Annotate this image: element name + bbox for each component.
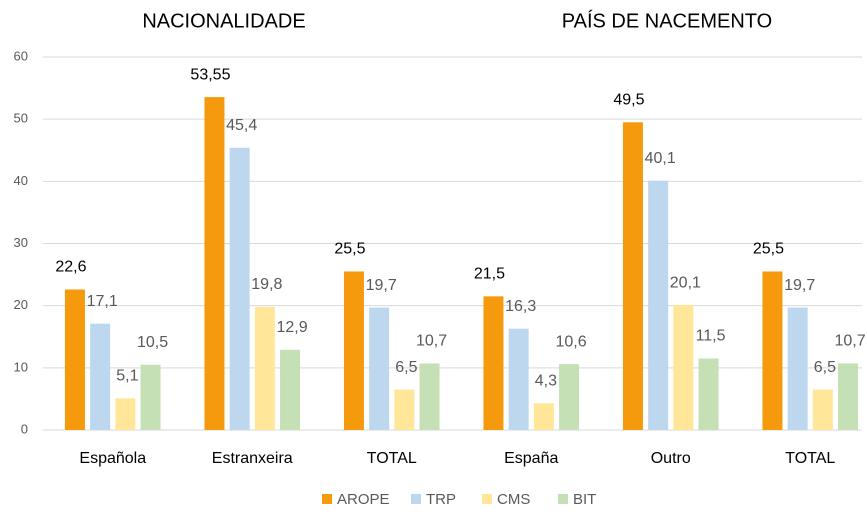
x-tick-label: Estranxeira xyxy=(212,450,293,467)
bar xyxy=(838,363,859,430)
value-label: 16,3 xyxy=(505,298,536,315)
legend-label: CMS xyxy=(497,491,530,508)
legend-swatch xyxy=(322,494,332,504)
bar xyxy=(622,122,643,431)
y-tick-label: 30 xyxy=(14,235,28,250)
y-tick-label: 40 xyxy=(14,173,28,188)
x-tick-label: TOTAL xyxy=(785,450,835,467)
value-label: 49,5 xyxy=(613,91,644,108)
bar xyxy=(343,271,364,430)
bar xyxy=(229,147,250,430)
value-label: 21,5 xyxy=(474,266,505,283)
value-label: 19,7 xyxy=(784,277,815,294)
y-tick-label: 60 xyxy=(14,48,28,63)
legend-label: BIT xyxy=(573,491,596,508)
value-label: 17,1 xyxy=(87,293,118,310)
bar xyxy=(90,323,111,430)
value-label: 10,6 xyxy=(555,333,586,350)
bar xyxy=(204,97,225,430)
legend-swatch xyxy=(411,494,421,504)
y-tick-label: 0 xyxy=(21,421,28,436)
bar xyxy=(812,389,833,430)
bar xyxy=(648,180,669,430)
y-tick-label: 50 xyxy=(14,111,28,126)
value-label: 25,5 xyxy=(334,241,365,258)
value-label: 45,4 xyxy=(226,117,257,134)
value-label: 6,5 xyxy=(814,359,836,376)
y-tick-label: 20 xyxy=(14,297,28,312)
group-header: NACIONALIDADE xyxy=(142,10,305,32)
x-tick-label: Española xyxy=(79,450,146,467)
legend-label: AROPE xyxy=(337,491,390,508)
legend-swatch xyxy=(558,494,568,504)
value-label: 19,7 xyxy=(366,277,397,294)
value-label: 25,5 xyxy=(753,241,784,258)
bar xyxy=(394,389,415,430)
bar xyxy=(254,306,275,430)
bar xyxy=(280,349,301,430)
bar xyxy=(698,358,719,430)
bar xyxy=(64,289,85,430)
legend-label: TRP xyxy=(426,491,456,508)
y-tick-label: 10 xyxy=(14,359,28,374)
bar xyxy=(483,296,504,430)
value-label: 5,1 xyxy=(116,368,138,385)
x-tick-label: España xyxy=(504,450,558,467)
value-label: 19,8 xyxy=(251,276,282,293)
bar xyxy=(787,307,808,430)
value-label: 12,9 xyxy=(276,319,307,336)
bar xyxy=(762,271,783,430)
bar xyxy=(508,328,529,430)
bar xyxy=(115,398,136,430)
bar xyxy=(419,363,440,430)
bar xyxy=(673,305,694,430)
value-label: 10,5 xyxy=(137,334,168,351)
value-label: 22,6 xyxy=(55,259,86,276)
x-tick-label: Outro xyxy=(651,450,691,467)
bar xyxy=(140,364,161,430)
value-label: 40,1 xyxy=(645,150,676,167)
bar xyxy=(533,403,554,430)
value-label: 53,55 xyxy=(190,66,230,83)
bar xyxy=(559,364,580,430)
x-tick-label: TOTAL xyxy=(367,450,417,467)
value-label: 11,5 xyxy=(696,328,726,345)
value-label: 4,3 xyxy=(535,372,557,389)
value-label: 20,1 xyxy=(670,274,701,291)
legend-swatch xyxy=(482,494,492,504)
group-header: PAÍS DE NACEMENTO xyxy=(562,9,772,32)
bar xyxy=(369,307,390,430)
value-label: 10,7 xyxy=(834,333,865,350)
value-label: 6,5 xyxy=(395,359,417,376)
value-label: 10,7 xyxy=(416,333,447,350)
